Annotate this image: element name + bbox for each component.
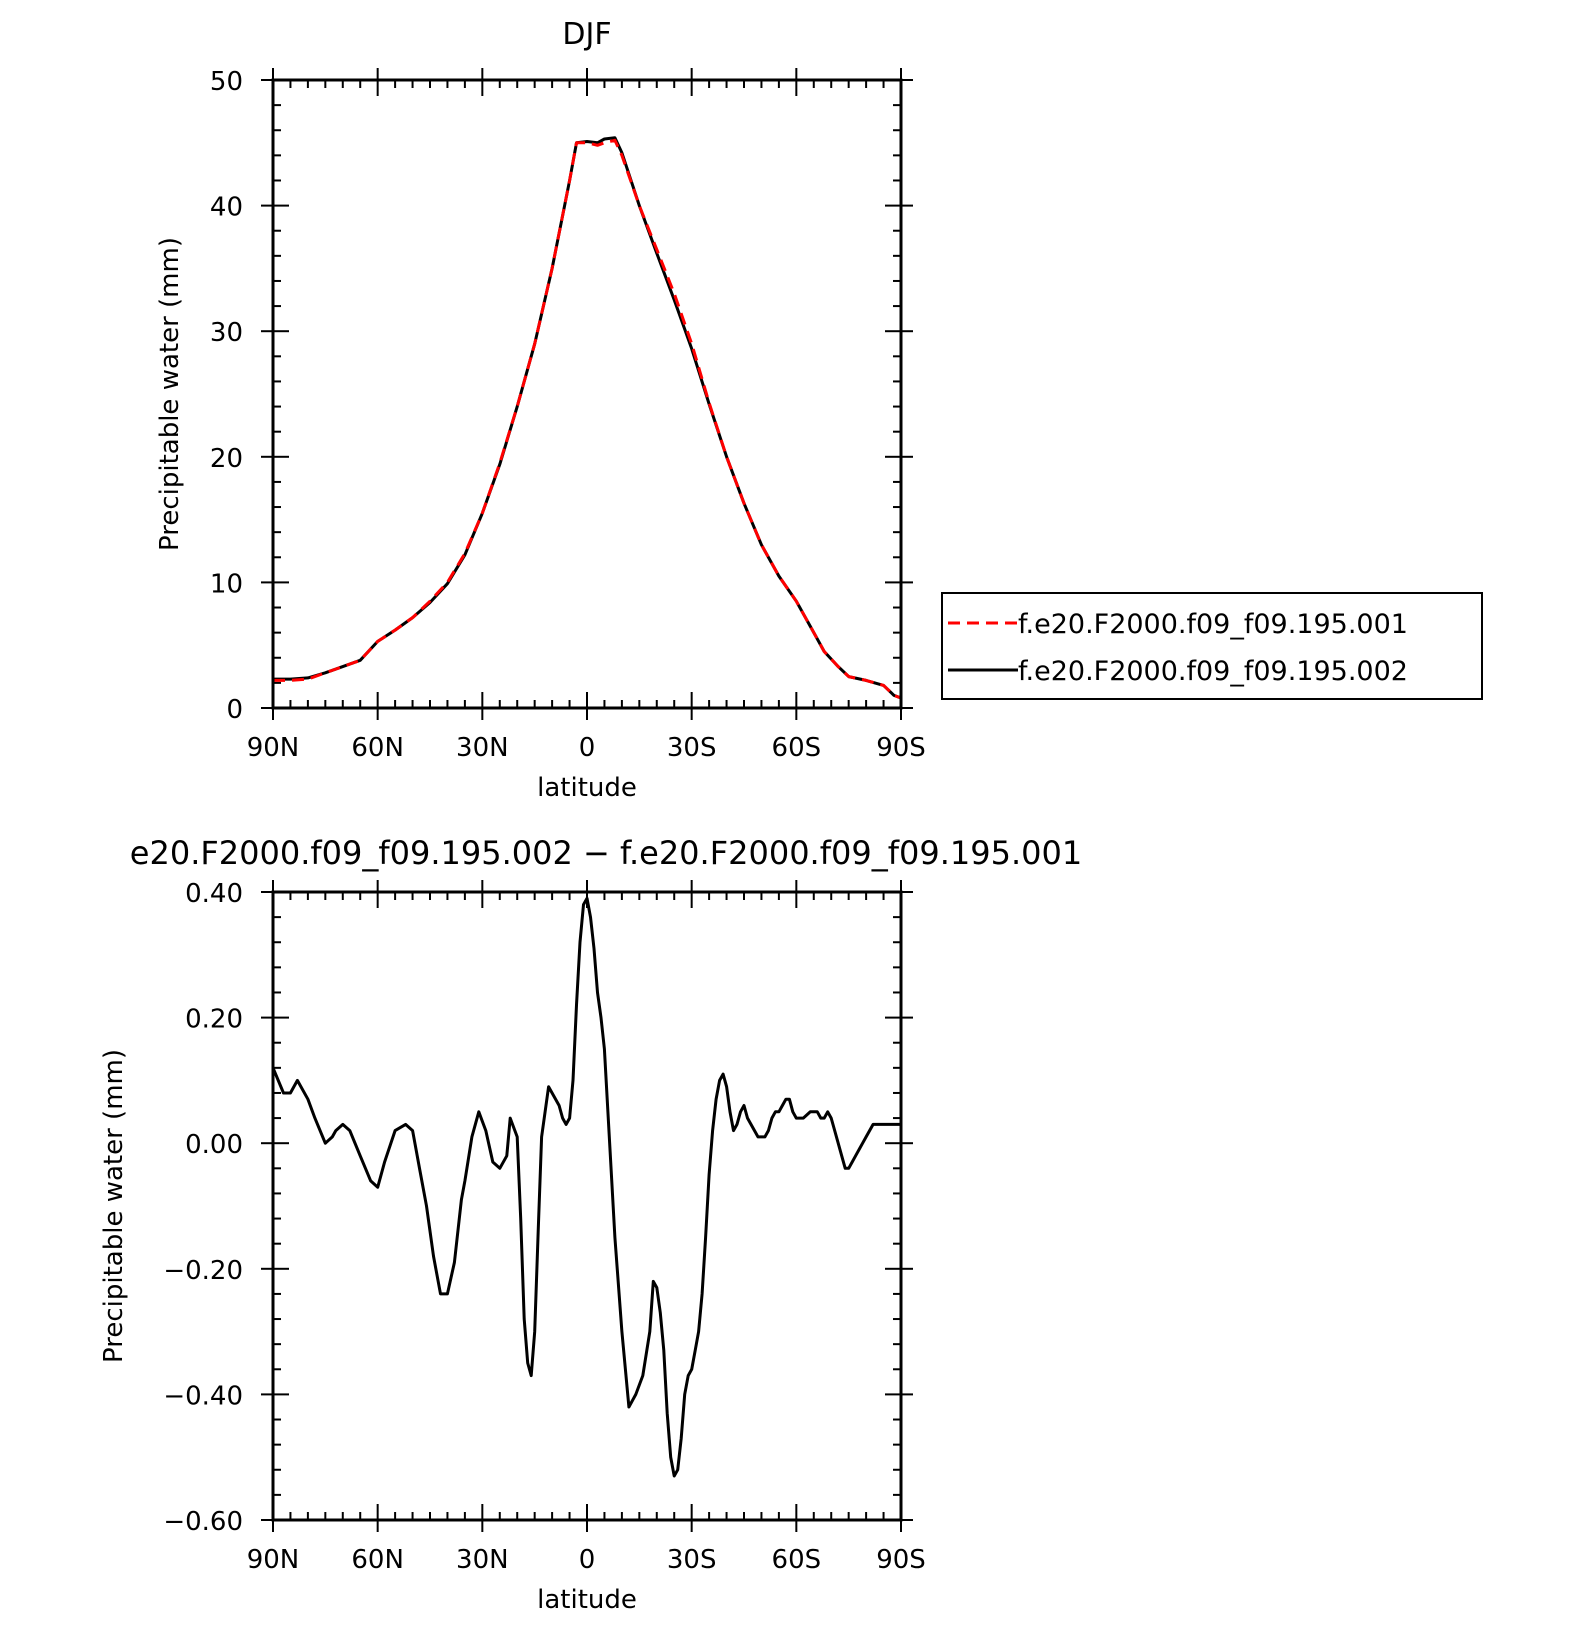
y-tick-label: −0.40 [163,1381,243,1411]
y-tick-label: −0.20 [163,1256,243,1286]
y-tick-label: 0.00 [185,1130,243,1160]
x-tick-label: 60S [772,733,822,763]
y-tick-label: −0.60 [163,1507,243,1537]
x-axis-label: latitude [537,773,637,803]
x-tick-label: 30N [456,733,509,763]
y-tick-label: 20 [210,444,243,474]
x-tick-label: 60N [351,733,404,763]
legend-label: f.e20.F2000.f09_f09.195.002 [1018,656,1408,687]
y-tick-label: 10 [210,569,243,599]
legend-box [941,592,1483,700]
plot-frame [271,78,903,710]
chart-title: e20.F2000.f09_f09.195.002 − f.e20.F2000.… [130,834,1082,872]
y-tick-label: 0.40 [185,879,243,909]
x-tick-label: 90S [876,1545,926,1575]
chart-panel-1: DJF 90N 60N 30N 0 30S 60S 90S latitude 0 10 20 30 40 5… [155,17,1483,803]
series-line-1 [273,896,901,1478]
y-tick-label: 50 [210,67,243,97]
x-tick-label: 60S [772,1545,822,1575]
y-tick-label: 0.20 [185,1005,243,1035]
y-axis-label: Precipitable water (mm) [155,237,185,551]
chart-title: DJF [562,17,611,52]
y-tick-label: 30 [210,318,243,348]
x-tick-label: 0 [579,1545,596,1575]
chart-panel-2: e20.F2000.f09_f09.195.002 − f.e20.F2000.… [99,834,1082,1615]
x-tick-label: 30S [667,1545,717,1575]
x-tick-label: 90S [876,733,926,763]
x-tick-label: 90N [247,733,300,763]
series-line-2 [273,136,901,700]
y-tick-label: 0 [226,695,243,725]
x-tick-label: 30N [456,1545,509,1575]
y-tick-label: 40 [210,193,243,223]
x-tick-label: 30S [667,733,717,763]
legend: f.e20.F2000.f09_f09.195.001 f.e20.F2000.f… [941,592,1483,700]
x-axis-label: latitude [537,1585,637,1615]
x-tick-label: 60N [351,1545,404,1575]
x-tick-label: 90N [247,1545,300,1575]
series-line-1 [273,138,901,700]
legend-label: f.e20.F2000.f09_f09.195.001 [1018,609,1408,640]
plot-frame [271,890,903,1522]
y-axis-label: Precipitable water (mm) [99,1049,129,1363]
x-tick-label: 0 [579,733,596,763]
